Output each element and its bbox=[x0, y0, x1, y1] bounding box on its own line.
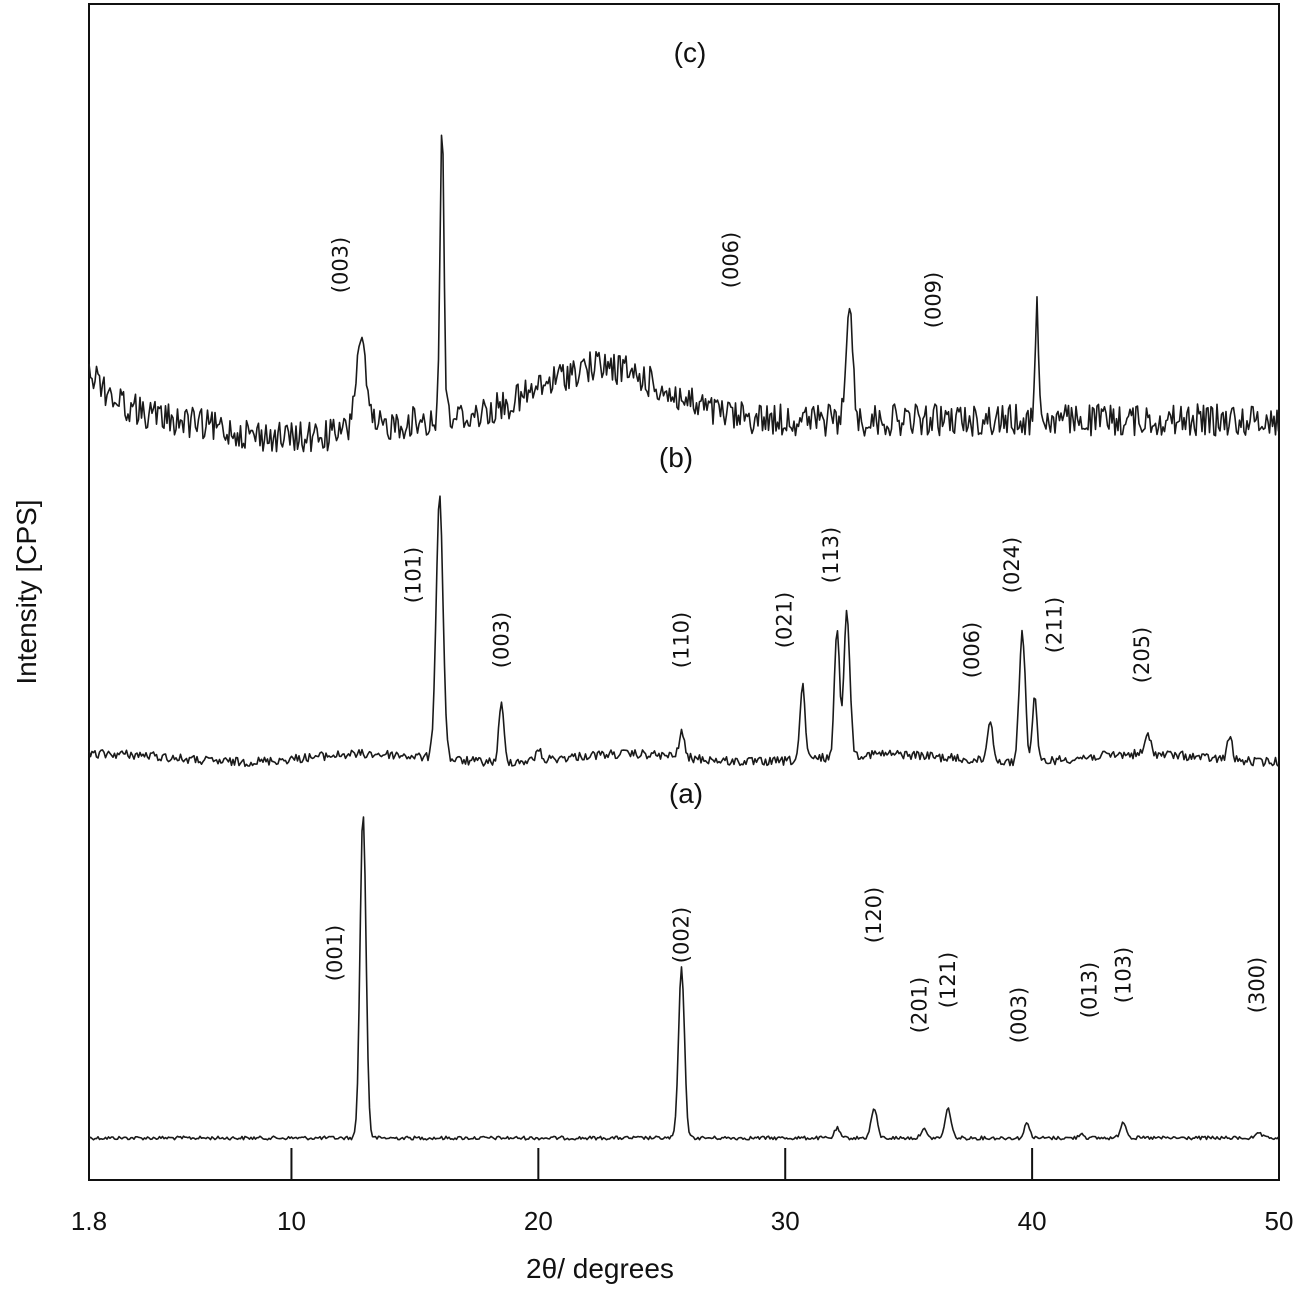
peak-label: (006) bbox=[719, 232, 743, 288]
peak-label: (205) bbox=[1130, 627, 1154, 683]
peak-label: (009) bbox=[921, 272, 945, 328]
panel-label-3: (c) bbox=[674, 37, 707, 68]
x-tick-label: 10 bbox=[277, 1206, 306, 1236]
traces-group bbox=[88, 134, 1280, 1141]
x-tick-label: 20 bbox=[524, 1206, 553, 1236]
series-trace-3 bbox=[88, 134, 1280, 453]
panel-labels-group: (a) (b) (c) bbox=[659, 37, 706, 809]
peak-label: (120) bbox=[862, 887, 886, 943]
peak-label: (003) bbox=[329, 237, 353, 293]
peak-label: (024) bbox=[1000, 537, 1024, 593]
peak-label: (021) bbox=[773, 592, 797, 648]
peak-label: (001) bbox=[323, 925, 347, 981]
panel-label-1: (a) bbox=[669, 778, 703, 809]
series-trace-2 bbox=[88, 495, 1280, 768]
peak-label: (002) bbox=[670, 907, 694, 963]
peak-label: (201) bbox=[908, 977, 932, 1033]
x-tick-label: 40 bbox=[1018, 1206, 1047, 1236]
peak-labels-group: (001) (002) (120) (201) (121) (003) (013) (103)… bbox=[323, 232, 1269, 1043]
x-tick-label: 30 bbox=[771, 1206, 800, 1236]
peak-label: (006) bbox=[960, 622, 984, 678]
peak-label: (013) bbox=[1078, 962, 1102, 1018]
x-axis-title: 2θ/ degrees bbox=[526, 1253, 674, 1284]
series-trace-1 bbox=[88, 816, 1280, 1141]
peak-label: (103) bbox=[1112, 947, 1136, 1003]
peak-label: (113) bbox=[819, 527, 843, 583]
x-axis-ticks: 1.8 10 20 30 40 50 bbox=[71, 1148, 1294, 1236]
peak-label: (003) bbox=[1007, 987, 1031, 1043]
peak-label: (211) bbox=[1043, 597, 1067, 653]
peak-label: (121) bbox=[936, 952, 960, 1008]
peak-label: (003) bbox=[489, 612, 513, 668]
peak-label: (110) bbox=[670, 612, 694, 668]
plot-frame bbox=[88, 3, 1280, 1181]
panel-label-2: (b) bbox=[659, 442, 693, 473]
peak-label: (300) bbox=[1245, 957, 1269, 1013]
x-tick-label: 1.8 bbox=[71, 1206, 107, 1236]
y-axis-title: Intensity [CPS] bbox=[11, 499, 42, 684]
peak-label: (101) bbox=[402, 547, 426, 603]
x-tick-label: 50 bbox=[1265, 1206, 1294, 1236]
